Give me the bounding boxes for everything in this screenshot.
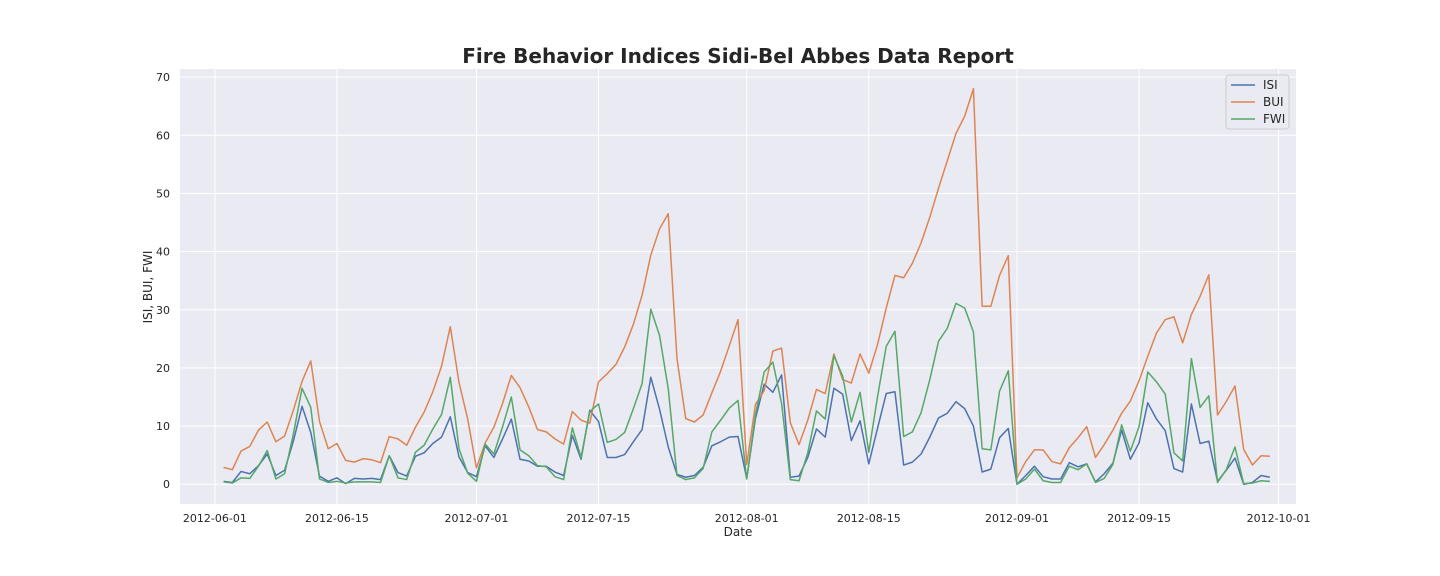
legend-label-isi: ISI	[1263, 78, 1278, 92]
y-axis-label: ISI, BUI, FWI	[141, 251, 155, 324]
y-tick-label: 60	[156, 129, 170, 142]
legend-label-bui: BUI	[1263, 95, 1284, 109]
x-tick-label: 2012-10-01	[1247, 512, 1311, 525]
x-tick-label: 2012-07-01	[444, 512, 508, 525]
legend: ISI BUI FWI	[1225, 74, 1290, 130]
x-tick-label: 2012-06-01	[183, 512, 247, 525]
x-axis-label: Date	[724, 525, 753, 539]
y-tick-label: 10	[156, 420, 170, 433]
x-tick-label: 2012-08-01	[715, 512, 779, 525]
x-tick-label: 2012-08-15	[837, 512, 901, 525]
x-tick-label: 2012-09-01	[985, 512, 1049, 525]
y-tick-label: 0	[163, 478, 170, 491]
plot-area	[180, 69, 1296, 504]
series-line-fwi	[223, 302, 1270, 485]
chart-title: Fire Behavior Indices Sidi-Bel Abbes Dat…	[462, 44, 1014, 68]
x-tick-label: 2012-06-15	[305, 512, 369, 525]
y-tick-label: 50	[156, 187, 170, 200]
y-tick-label: 40	[156, 246, 170, 259]
y-tick-label: 20	[156, 362, 170, 375]
legend-frame	[1225, 74, 1290, 130]
y-tick-label: 30	[156, 304, 170, 317]
legend-label-fwi: FWI	[1263, 112, 1285, 126]
y-tick-label: 70	[156, 71, 170, 84]
series-line-bui	[223, 88, 1270, 479]
x-tick-label: 2012-09-15	[1107, 512, 1171, 525]
x-tick-label: 2012-07-15	[567, 512, 631, 525]
